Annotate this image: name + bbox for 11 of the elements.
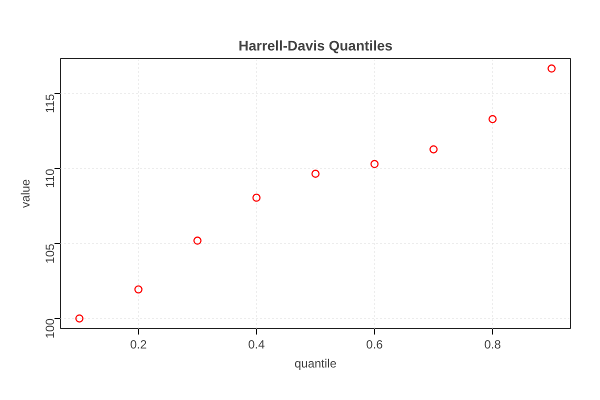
y-tick-label: 115 bbox=[43, 94, 57, 114]
y-tick-label: 100 bbox=[43, 318, 57, 338]
y-axis-title: value bbox=[18, 178, 32, 208]
y-tick-label: 105 bbox=[43, 243, 57, 264]
x-tick-label: 0.2 bbox=[130, 338, 148, 352]
x-tick-label: 0.8 bbox=[484, 338, 502, 352]
x-axis-title: quantile bbox=[294, 356, 337, 370]
x-tick-label: 0.6 bbox=[366, 338, 384, 352]
chart-title: Harrell-Davis Quantiles bbox=[238, 38, 393, 54]
y-tick-label: 110 bbox=[43, 168, 57, 188]
x-tick-label: 0.4 bbox=[248, 338, 266, 352]
